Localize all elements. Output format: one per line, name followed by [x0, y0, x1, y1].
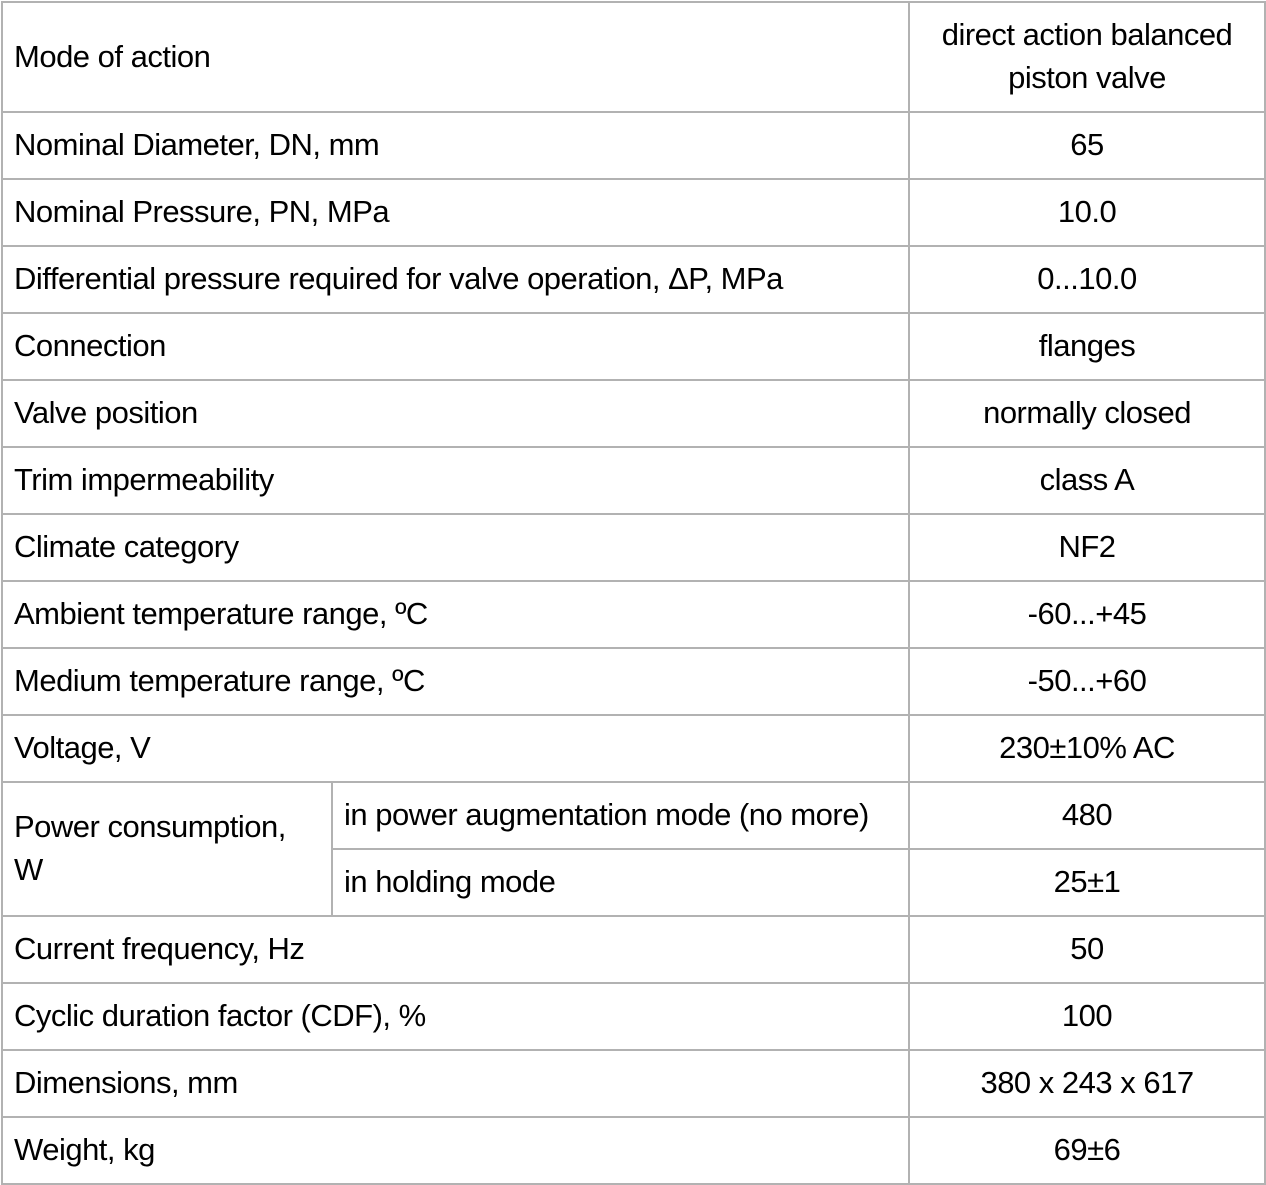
spec-sublabel: in holding mode [330, 848, 911, 917]
spec-label: Ambient temperature range, ºC [0, 580, 911, 649]
spec-label: Valve position [0, 379, 911, 448]
spec-value: direct action balanced piston valve [908, 1, 1266, 113]
spec-value: 230±10% AC [908, 714, 1266, 783]
table-row-voltage: Voltage, V 230±10% AC [0, 714, 1266, 783]
table-row-cyclic-duration-factor: Cyclic duration factor (CDF), % 100 [0, 982, 1266, 1051]
spec-label: Differential pressure required for valve… [0, 245, 911, 314]
spec-value: 69±6 [908, 1116, 1266, 1185]
table-row-climate-category: Climate category NF2 [0, 513, 1266, 582]
spec-value: 65 [908, 111, 1266, 180]
spec-label: Cyclic duration factor (CDF), % [0, 982, 911, 1051]
spec-value: 50 [908, 915, 1266, 984]
spec-label: Trim impermeability [0, 446, 911, 515]
table-row-nominal-pressure: Nominal Pressure, PN, MPa 10.0 [0, 178, 1266, 247]
spec-value: -50...+60 [908, 647, 1266, 716]
table-row-mode-of-action: Mode of action direct action balanced pi… [0, 1, 1266, 113]
spec-label: Connection [0, 312, 911, 381]
table-row-trim-impermeability: Trim impermeability class A [0, 446, 1266, 515]
spec-value: NF2 [908, 513, 1266, 582]
spec-value: -60...+45 [908, 580, 1266, 649]
spec-value: class A [908, 446, 1266, 515]
spec-label-power-consumption: Power consumption, W [1, 781, 333, 917]
spec-sublabel: in power augmentation mode (no more) [330, 781, 911, 850]
spec-value: normally closed [908, 379, 1266, 448]
table-row-power-consumption-augmentation: Power consumption, W in power augmentati… [1, 781, 1266, 917]
table-row-nominal-diameter: Nominal Diameter, DN, mm 65 [0, 111, 1266, 180]
spec-label: Medium temperature range, ºC [0, 647, 911, 716]
table-row-current-frequency: Current frequency, Hz 50 [0, 915, 1266, 984]
spec-value: flanges [908, 312, 1266, 381]
table-row-ambient-temperature: Ambient temperature range, ºC -60...+45 [0, 580, 1266, 649]
table-row-weight: Weight, kg 69±6 [0, 1116, 1266, 1185]
spec-label: Mode of action [0, 1, 911, 113]
spec-label: Nominal Pressure, PN, MPa [0, 178, 911, 247]
spec-label: Weight, kg [0, 1116, 911, 1185]
spec-value: 100 [908, 982, 1266, 1051]
spec-value: 0...10.0 [908, 245, 1266, 314]
spec-label: Voltage, V [0, 714, 911, 783]
table-row-power-consumption-holding: in holding mode 25±1 [2, 848, 1266, 917]
table-row-valve-position: Valve position normally closed [0, 379, 1266, 448]
spec-value: 10.0 [908, 178, 1266, 247]
spec-label: Climate category [0, 513, 911, 582]
table-row-dimensions: Dimensions, mm 380 x 243 x 617 [0, 1049, 1266, 1118]
table-row-differential-pressure: Differential pressure required for valve… [0, 245, 1266, 314]
table-row-medium-temperature: Medium temperature range, ºC -50...+60 [0, 647, 1266, 716]
spec-value: 25±1 [908, 848, 1266, 917]
table-row-connection: Connection flanges [0, 312, 1266, 381]
spec-value: 380 x 243 x 617 [908, 1049, 1266, 1118]
spec-label: Nominal Diameter, DN, mm [0, 111, 911, 180]
spec-value: 480 [908, 781, 1266, 850]
spec-label: Dimensions, mm [0, 1049, 911, 1118]
spec-label: Current frequency, Hz [0, 915, 911, 984]
